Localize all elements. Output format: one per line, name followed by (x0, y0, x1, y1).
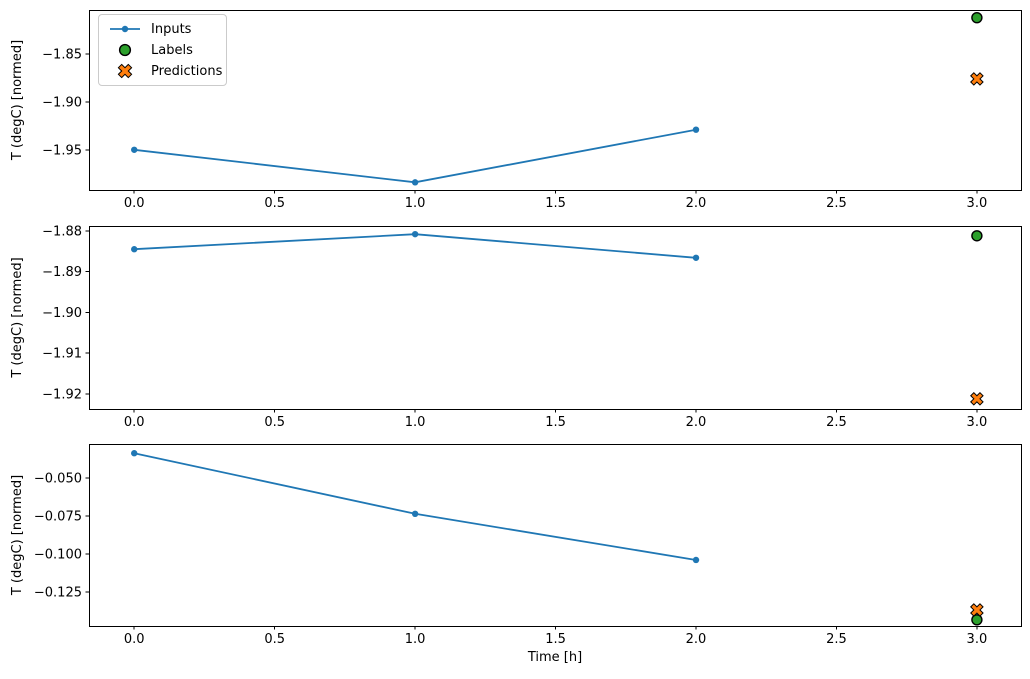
x-tick-label: 1.5 (545, 196, 566, 211)
labels-marker (971, 11, 983, 24)
legend-item-predictions: Predictions (108, 62, 222, 80)
y-axis-label: T (degC) [normed] (10, 257, 25, 378)
y-tick-label: −0.125 (34, 585, 82, 600)
x-tick-label: 1.5 (545, 632, 566, 647)
legend-item-labels: Labels (108, 41, 218, 59)
x-tick-label: 0.0 (124, 196, 145, 211)
y-axis-label: T (degC) [normed] (10, 475, 25, 596)
predictions-marker (970, 72, 984, 86)
labels-marker (971, 614, 983, 626)
y-tick-label: −1.95 (42, 143, 82, 158)
x-tick-label: 2.0 (686, 196, 707, 211)
subplot-3: 0.0 0.5 1.0 1.5 2.0 2.5 3.0 −0.050 −0.075 −0.100 −… (10, 444, 1022, 665)
y-tick-label: −1.89 (42, 265, 82, 280)
labels-circle-icon (118, 43, 132, 57)
y-tick-label: −1.90 (42, 306, 82, 321)
inputs-marker (411, 230, 419, 238)
axes-frame (89, 226, 1022, 410)
x-tick-label: 3.0 (967, 415, 988, 430)
x-tick-label: 1.5 (545, 415, 566, 430)
inputs-line (134, 128, 697, 184)
inputs-marker (131, 146, 138, 153)
inputs-line-icon (110, 25, 140, 33)
x-tick-label: 2.5 (826, 415, 847, 430)
labels-marker (971, 230, 983, 242)
x-tick-label: 0.5 (264, 632, 285, 647)
subplot-2: 0.0 0.5 1.0 1.5 2.0 2.5 3.0 −1.88 −1.89 −1.90 −1.9… (10, 224, 1022, 430)
x-tick-label: 2.0 (686, 415, 707, 430)
inputs-marker (131, 246, 138, 253)
x-tick-label: 0.5 (264, 196, 285, 211)
predictions-marker (970, 603, 984, 617)
axes-frame (89, 444, 1022, 627)
inputs-marker (411, 179, 419, 186)
inputs-line (134, 452, 697, 561)
legend-label-predictions: Predictions (151, 63, 223, 79)
legend-label-labels: Labels (151, 42, 193, 58)
inputs-marker (692, 254, 700, 261)
x-tick-label: 2.0 (686, 632, 707, 647)
x-tick-label: 3.0 (967, 632, 988, 647)
inputs-line (134, 233, 697, 259)
x-tick-label: 1.0 (405, 415, 426, 430)
y-tick-label: −1.88 (42, 224, 82, 239)
inputs-marker (692, 556, 700, 564)
x-tick-label: 1.0 (405, 196, 426, 211)
x-tick-label: 2.5 (826, 196, 847, 211)
y-axis-label: T (degC) [normed] (10, 40, 25, 161)
legend: Inputs Labels Predictions (98, 14, 227, 86)
x-axis-label: Time [h] (527, 650, 582, 665)
inputs-marker (411, 510, 419, 518)
y-tick-label: −0.050 (34, 472, 82, 487)
predictions-marker (970, 391, 984, 406)
y-tick-label: −1.91 (42, 347, 82, 362)
x-tick-label: 0.0 (124, 415, 145, 430)
y-tick-label: −1.85 (42, 48, 82, 63)
y-tick-label: −0.075 (34, 510, 82, 525)
x-tick-label: 0.5 (264, 415, 285, 430)
subplot-1: 0.0 0.5 1.0 1.5 2.0 2.5 3.0 −1.85 −1.90 −1.95 T (d… (10, 10, 1022, 211)
legend-label-inputs: Inputs (151, 21, 192, 37)
predictions-x-icon (117, 63, 133, 79)
x-tick-label: 1.0 (405, 632, 426, 647)
legend-item-inputs: Inputs (108, 20, 218, 38)
y-tick-label: −1.90 (42, 95, 82, 110)
x-tick-label: 3.0 (967, 196, 988, 211)
inputs-marker (692, 126, 700, 133)
x-tick-label: 2.5 (826, 632, 847, 647)
inputs-marker (131, 450, 138, 457)
y-tick-label: −0.100 (34, 547, 82, 562)
x-tick-label: 0.0 (124, 632, 145, 647)
axes-frame (89, 10, 1022, 191)
y-tick-label: −1.92 (42, 387, 82, 402)
